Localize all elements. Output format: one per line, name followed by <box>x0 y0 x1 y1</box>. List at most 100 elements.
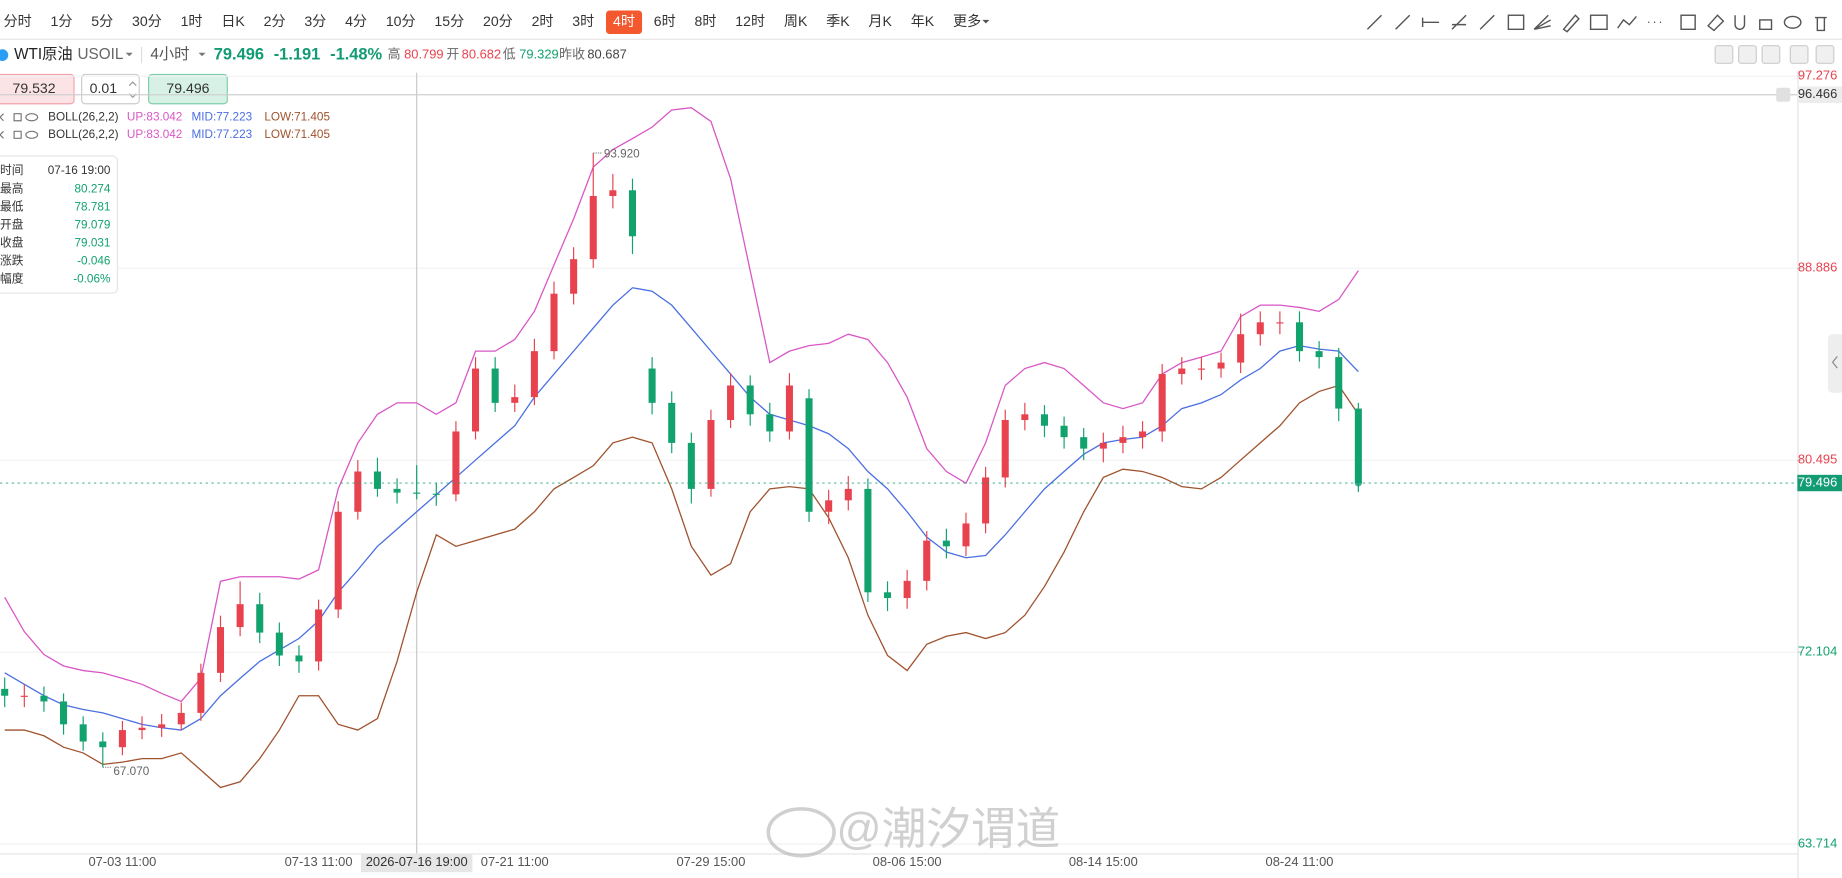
interval-button[interactable]: 日K <box>221 13 245 29</box>
candle-body <box>962 523 970 547</box>
current-price-dot <box>1354 479 1362 487</box>
interval-button[interactable]: 20分 <box>483 13 513 29</box>
interval-button[interactable]: 4时 <box>613 13 635 29</box>
interval-button[interactable]: 分时 <box>4 13 32 29</box>
y-tick-label: 63.714 <box>1798 836 1837 851</box>
interval-button[interactable]: 8时 <box>695 13 717 29</box>
interval-button[interactable]: 12时 <box>735 13 765 29</box>
candle-body <box>432 493 440 495</box>
indicator-value: LOW:71.405 <box>264 110 330 123</box>
tooltip-label: 最高 <box>0 181 23 195</box>
tool-icon[interactable] <box>1366 14 1382 30</box>
candle-body <box>1099 442 1107 449</box>
interval-button[interactable]: 3时 <box>572 13 594 29</box>
candle-body <box>550 293 558 352</box>
interval-button[interactable]: 10分 <box>386 13 416 29</box>
interval-button[interactable]: 3分 <box>304 13 326 29</box>
last-price: 79.496 <box>214 45 264 63</box>
buy-button[interactable] <box>148 73 228 105</box>
tool-icon[interactable] <box>1707 14 1725 32</box>
option-button[interactable] <box>1714 45 1734 64</box>
dropdown-arrow <box>982 19 990 24</box>
candle-body <box>864 488 872 593</box>
interval-button[interactable]: 1分 <box>51 13 73 29</box>
buy-price[interactable]: 79.496 <box>166 80 209 96</box>
extreme-label: 67.070 <box>113 765 149 778</box>
price-change: -1.191 <box>274 45 321 63</box>
interval-button[interactable]: 更多 <box>953 13 981 29</box>
candle-body <box>1256 322 1264 335</box>
sell-button[interactable] <box>0 73 75 105</box>
candle-body <box>491 368 499 403</box>
symbol-name[interactable]: WTI原油 <box>14 46 73 63</box>
symbol-code[interactable]: USOIL <box>78 46 124 63</box>
alert-bell[interactable] <box>1776 87 1791 102</box>
tool-icon[interactable] <box>1759 19 1773 31</box>
candle-body <box>393 488 401 493</box>
tool-icon[interactable] <box>1421 17 1440 27</box>
dropdown-arrow <box>125 52 133 57</box>
open-label: 开 <box>446 47 459 62</box>
candle-body <box>825 500 833 512</box>
tool-icon[interactable] <box>1589 14 1608 31</box>
candle-body <box>452 431 460 495</box>
candle-body <box>256 604 264 633</box>
tooltip-label: 时间 <box>0 164 23 177</box>
interval-button[interactable]: 周K <box>784 13 808 29</box>
candle-body <box>727 385 735 421</box>
interval-button[interactable]: 4分 <box>345 13 367 29</box>
current-price-label-bg <box>1797 474 1842 492</box>
tool-icon[interactable] <box>1533 14 1552 30</box>
interval-button[interactable]: 年K <box>911 13 935 29</box>
interval-selector[interactable]: 4小时 <box>150 46 189 63</box>
tool-icon[interactable] <box>1395 14 1411 30</box>
x-tick-label: 07-03 11:00 <box>88 854 156 869</box>
tooltip-label: 最低 <box>0 200 24 213</box>
candle-body <box>844 488 852 501</box>
option-button[interactable] <box>1789 45 1809 64</box>
tool-icon[interactable] <box>1814 16 1827 32</box>
tool-icon[interactable] <box>1617 15 1637 29</box>
candle-body <box>746 385 754 415</box>
indicator-value: UP:83.042 <box>127 110 182 123</box>
interval-button[interactable]: 季K <box>826 13 850 29</box>
indicator-icons[interactable] <box>0 113 39 122</box>
candle-body <box>334 511 342 610</box>
tool-icon[interactable] <box>1507 14 1525 31</box>
tool-icon[interactable] <box>1451 14 1467 30</box>
interval-button[interactable]: 月K <box>868 13 892 29</box>
symbol-icon <box>0 49 9 61</box>
quantity[interactable]: 0.01 <box>90 80 118 96</box>
interval-button[interactable]: 2分 <box>264 13 286 29</box>
indicator-icons[interactable] <box>0 130 39 139</box>
option-button[interactable] <box>1761 45 1781 64</box>
candle-body <box>1119 437 1127 443</box>
chart-options <box>1714 45 1835 64</box>
tooltip-value: 80.274 <box>75 182 111 195</box>
interval-button[interactable]: 5分 <box>91 13 113 29</box>
option-button[interactable] <box>1738 45 1757 64</box>
indicator-name: BOLL(26,2,2) <box>48 128 119 141</box>
candle-body <box>275 632 283 656</box>
interval-button[interactable]: 1时 <box>181 13 203 29</box>
candle-body <box>903 580 911 599</box>
interval-button[interactable]: 2时 <box>532 13 554 29</box>
quantity-input[interactable] <box>81 73 140 105</box>
interval-button[interactable]: 30分 <box>132 13 162 29</box>
interval-button[interactable]: 15分 <box>434 13 464 29</box>
watermark-group: @潮汐谓道 <box>766 805 1060 858</box>
candle-body <box>1217 362 1225 369</box>
candle-body <box>982 477 990 524</box>
tool-icon[interactable] <box>1680 14 1696 31</box>
interval-button[interactable]: 6时 <box>654 13 676 29</box>
option-button[interactable] <box>1815 45 1835 64</box>
high-label: 高 <box>388 47 401 62</box>
tool-icon[interactable] <box>1783 15 1802 29</box>
tool-icon[interactable] <box>1479 14 1495 30</box>
tool-icon[interactable] <box>1562 14 1580 33</box>
candle-body <box>177 712 185 725</box>
sell-price[interactable]: 79.532 <box>13 80 56 96</box>
tool-icon[interactable] <box>1734 15 1746 30</box>
x-tick-label: 07-21 11:00 <box>481 854 549 869</box>
side-panel-tab[interactable] <box>1827 334 1842 393</box>
